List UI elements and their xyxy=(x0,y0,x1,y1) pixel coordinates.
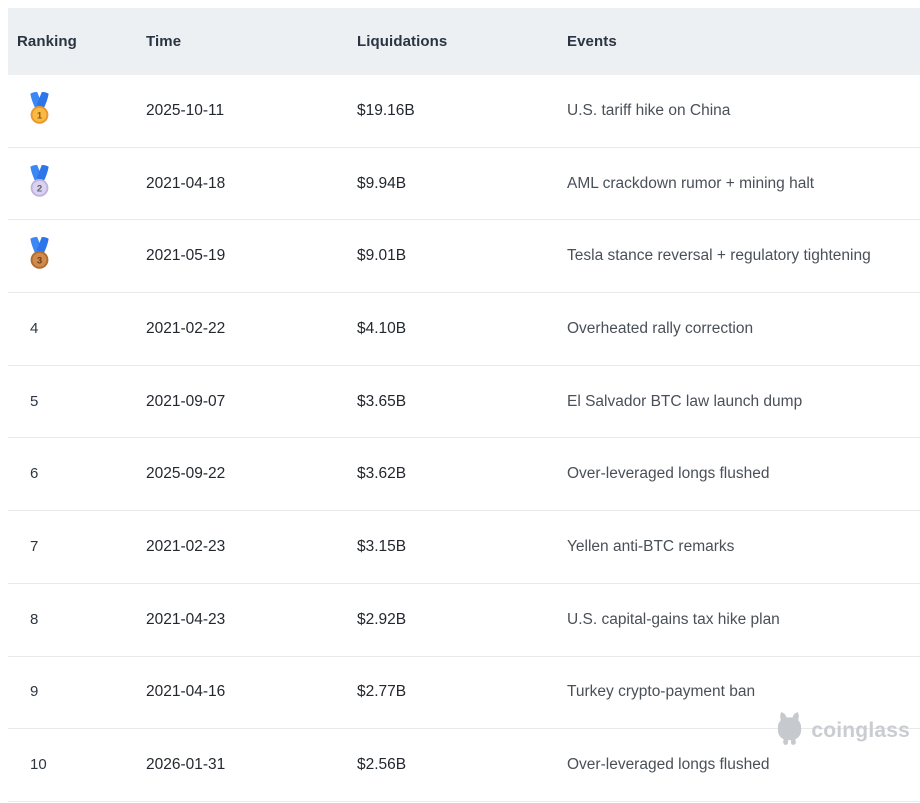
ranking-cell: 10 xyxy=(17,756,146,774)
table-row: 8 2021-04-23 $2.92B U.S. capital-gains t… xyxy=(8,583,920,657)
table-header-row: Ranking Time Liquidations Events xyxy=(8,8,920,75)
rank-number: 9 xyxy=(30,683,39,701)
ranking-cell: 8 xyxy=(17,611,146,629)
table-row: 3 2021-05-19 $9.01B Tesla stance reversa… xyxy=(8,220,920,294)
liquidations-cell: $3.15B xyxy=(357,537,407,555)
event-cell: U.S. capital-gains tax hike plan xyxy=(567,610,780,628)
rank-number: 8 xyxy=(30,610,39,628)
time-cell: 2021-09-07 xyxy=(146,392,226,410)
event-cell: Over-leveraged longs flushed xyxy=(567,465,770,483)
liquidations-cell: $9.01B xyxy=(357,247,407,265)
event-cell: Tesla stance reversal + regulatory tight… xyxy=(567,247,871,265)
table-row: 10 2026-01-31 $2.56B Over-leveraged long… xyxy=(8,729,920,802)
table-row: 5 2021-09-07 $3.65B El Salvador BTC law … xyxy=(8,365,920,439)
event-cell: U.S. tariff hike on China xyxy=(567,101,731,119)
rank-number: 7 xyxy=(30,537,39,555)
svg-text:3: 3 xyxy=(37,256,42,267)
event-cell: AML crackdown rumor + mining halt xyxy=(567,174,815,192)
liquidations-cell: $3.62B xyxy=(357,465,407,483)
time-cell: 2021-02-23 xyxy=(146,537,226,555)
table-row: 9 2021-04-16 $2.77B Turkey crypto-paymen… xyxy=(8,656,920,730)
time-cell: 2025-10-11 xyxy=(146,101,225,119)
time-cell: 2021-05-19 xyxy=(146,247,226,265)
svg-text:2: 2 xyxy=(37,183,42,194)
time-cell: 2026-01-31 xyxy=(146,756,226,774)
liquidations-cell: $2.77B xyxy=(357,683,407,701)
time-cell: 2025-09-22 xyxy=(146,465,226,483)
table-body: 1 2025-10-11 $19.16B U.S. tariff hike on… xyxy=(8,75,920,802)
third-place-medal-icon: 3 xyxy=(25,236,54,271)
rank-number: 4 xyxy=(30,319,39,337)
event-cell: El Salvador BTC law launch dump xyxy=(567,392,803,410)
liquidations-cell: $19.16B xyxy=(357,101,415,119)
liquidations-cell: $2.56B xyxy=(357,756,407,774)
column-header-time: Time xyxy=(146,33,182,50)
ranking-cell: 1 xyxy=(17,91,146,131)
rank-number: 6 xyxy=(30,465,39,483)
ranking-cell: 3 xyxy=(17,236,146,276)
rank-number: 5 xyxy=(30,392,39,410)
event-cell: Over-leveraged longs flushed xyxy=(567,756,770,774)
ranking-cell: 4 xyxy=(17,320,146,338)
ranking-cell: 6 xyxy=(17,465,146,483)
time-cell: 2021-04-23 xyxy=(146,610,226,628)
liquidations-cell: $9.94B xyxy=(357,174,407,192)
second-place-medal-icon: 2 xyxy=(25,164,54,199)
first-place-medal-icon: 1 xyxy=(25,91,54,126)
ranking-cell: 9 xyxy=(17,683,146,701)
time-cell: 2021-04-16 xyxy=(146,683,226,701)
ranking-cell: 5 xyxy=(17,393,146,411)
time-cell: 2021-02-22 xyxy=(146,319,226,337)
table-row: 4 2021-02-22 $4.10B Overheated rally cor… xyxy=(8,293,920,366)
liquidations-cell: $4.10B xyxy=(357,319,407,337)
ranking-cell: 7 xyxy=(17,538,146,556)
event-cell: Overheated rally correction xyxy=(567,319,754,337)
table-row: 6 2025-09-22 $3.62B Over-leveraged longs… xyxy=(8,438,920,512)
time-cell: 2021-04-18 xyxy=(146,174,226,192)
table-row: 1 2025-10-11 $19.16B U.S. tariff hike on… xyxy=(8,75,920,148)
svg-text:1: 1 xyxy=(37,110,43,121)
rank-number: 10 xyxy=(30,756,47,774)
table-row: 7 2021-02-23 $3.15B Yellen anti-BTC rema… xyxy=(8,511,920,584)
column-header-ranking: Ranking xyxy=(17,33,77,50)
column-header-liquidations: Liquidations xyxy=(357,33,448,50)
event-cell: Turkey crypto-payment ban xyxy=(567,683,756,701)
ranking-cell: 2 xyxy=(17,164,146,204)
table-row: 2 2021-04-18 $9.94B AML crackdown rumor … xyxy=(8,147,920,221)
liquidations-cell: $2.92B xyxy=(357,610,407,628)
liquidation-ranking-table: Ranking Time Liquidations Events 1 2025-… xyxy=(8,8,920,802)
event-cell: Yellen anti-BTC remarks xyxy=(567,537,735,555)
column-header-events: Events xyxy=(567,33,617,50)
liquidations-cell: $3.65B xyxy=(357,392,407,410)
